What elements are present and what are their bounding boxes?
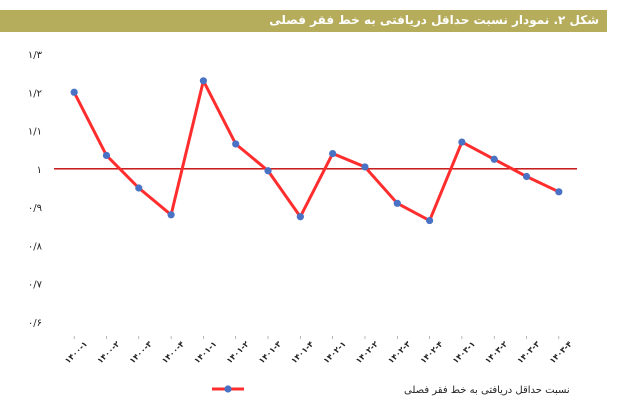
- x-tick-label: ۱۴۰۳-۴: [548, 339, 574, 365]
- x-tick-label: ۱۴۰۱-۱: [192, 339, 218, 365]
- data-point: [70, 88, 78, 96]
- y-tick-label: ۰/۹: [28, 203, 42, 214]
- y-tick-label: ۰/۷: [28, 280, 43, 291]
- series-line: [72, 79, 560, 223]
- data-point: [167, 211, 175, 219]
- x-tick-label: ۱۴۰۱-۲: [225, 339, 251, 365]
- x-tick-label: ۱۴۰۲-۳: [386, 339, 412, 365]
- x-tick-label: ۱۴۰۱-۳: [257, 339, 283, 365]
- data-point: [361, 163, 369, 171]
- x-tick-label: ۱۴۰۰-۲: [96, 339, 122, 365]
- data-point: [425, 216, 434, 225]
- x-tick-label: ۱۴۰۲-۱: [322, 339, 348, 365]
- x-tick-label: ۱۴۰۳-۲: [483, 339, 509, 365]
- x-tick-label: ۱۴۰۲-۴: [419, 339, 445, 365]
- x-tick-label: ۱۴۰۰-۳: [128, 339, 154, 365]
- data-point: [135, 184, 143, 192]
- x-tick-label: ۱۴۰۰-۴: [160, 339, 186, 365]
- x-tick-label: ۱۴۰۲-۲: [354, 339, 380, 365]
- data-point: [393, 199, 401, 207]
- data-point: [490, 155, 498, 163]
- data-point: [296, 213, 304, 221]
- data-point: [199, 77, 208, 85]
- legend-label: نسبت حداقل دریافتی به خط فقر فصلی: [404, 385, 570, 396]
- y-tick-label: ۱/۲: [28, 88, 42, 99]
- y-tick-label: ۰/۶: [28, 318, 42, 329]
- legend-marker: [224, 385, 232, 393]
- chart-title: شکل ۲. نمودار نسبت حداقل دریافتی به خط ف…: [269, 13, 599, 27]
- data-point: [329, 149, 337, 158]
- x-tick-label: ۱۴۰۳-۱: [451, 339, 477, 365]
- data-point: [102, 151, 111, 160]
- x-tick-label: ۱۴۰۰-۱: [63, 339, 89, 365]
- data-point: [232, 140, 240, 148]
- y-tick-label: ۱/۳: [28, 50, 43, 61]
- y-tick-label: ۱/۱: [28, 127, 42, 138]
- data-point: [555, 188, 563, 196]
- x-tick-label: ۱۴۰۱-۴: [289, 339, 315, 365]
- data-point: [458, 138, 466, 146]
- y-tick-label: ۱: [37, 165, 42, 176]
- data-point: [522, 172, 531, 181]
- x-tick-label: ۱۴۰۳-۳: [516, 339, 542, 365]
- y-tick-label: ۰/۸: [28, 241, 43, 252]
- chart-title-bar: شکل ۲. نمودار نسبت حداقل دریافتی به خط ف…: [0, 10, 607, 32]
- data-point: [264, 167, 272, 175]
